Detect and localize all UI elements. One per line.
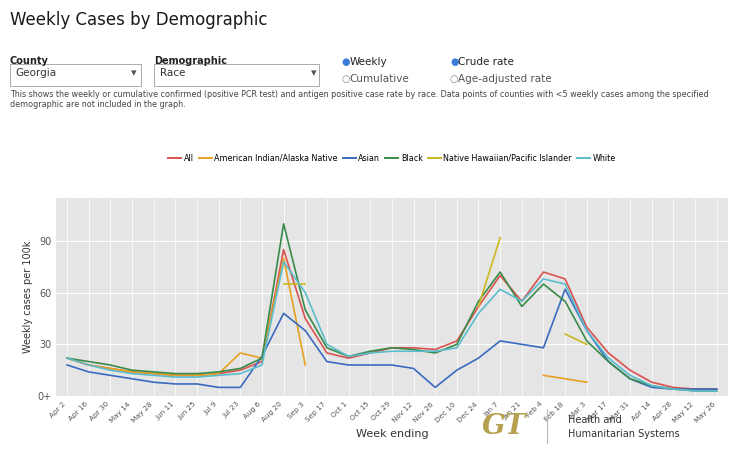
Text: Age-adjusted rate: Age-adjusted rate (458, 74, 552, 84)
Text: ○: ○ (341, 74, 350, 84)
Text: GT: GT (482, 413, 526, 440)
Y-axis label: Weekly cases per 100k: Weekly cases per 100k (23, 241, 33, 353)
Text: County: County (10, 56, 49, 66)
Text: ●: ● (341, 57, 350, 67)
Text: ○: ○ (450, 74, 458, 84)
Text: Weekly: Weekly (350, 57, 387, 67)
Text: Demographic: Demographic (154, 56, 226, 66)
Text: ▾: ▾ (311, 68, 317, 78)
Text: Weekly Cases by Demographic: Weekly Cases by Demographic (10, 11, 267, 29)
Text: Health and: Health and (568, 415, 622, 425)
Legend: All, American Indian/Alaska Native, Asian, Black, Native Hawaiian/Pacific Island: All, American Indian/Alaska Native, Asia… (165, 151, 619, 166)
X-axis label: Week ending: Week ending (356, 429, 428, 439)
Text: Cumulative: Cumulative (350, 74, 410, 84)
Text: Crude rate: Crude rate (458, 57, 514, 67)
Text: This shows the weekly or cumulative confirmed (positive PCR test) and antigen po: This shows the weekly or cumulative conf… (10, 90, 708, 109)
Text: ●: ● (450, 57, 458, 67)
Text: Georgia: Georgia (15, 68, 56, 78)
Text: Race: Race (160, 68, 185, 78)
Text: Humanitarian Systems: Humanitarian Systems (568, 429, 680, 439)
Text: ▾: ▾ (130, 68, 136, 78)
